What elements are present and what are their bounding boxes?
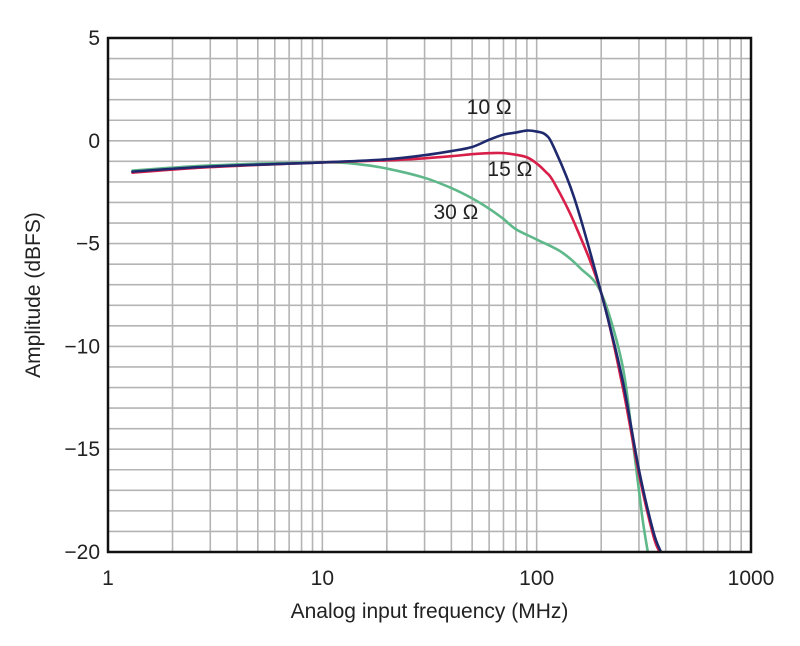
x-tick-label: 1000	[728, 567, 775, 590]
series-label: 15 Ω	[487, 158, 532, 181]
y-tick-label: −5	[76, 233, 100, 256]
x-tick-label: 10	[311, 567, 334, 590]
series-label: 30 Ω	[433, 201, 478, 224]
x-axis-label: Analog input frequency (MHz)	[291, 600, 569, 623]
series-labels: 10 Ω 15 Ω 30 Ω	[433, 96, 532, 224]
series-line	[131, 129, 663, 552]
y-tick-label: −10	[64, 335, 100, 358]
x-tick-label: 1	[102, 567, 114, 590]
grid	[108, 38, 751, 552]
series-lines	[131, 129, 663, 552]
plot-frame	[106, 36, 753, 554]
x-tick-label: 100	[519, 567, 554, 590]
tick-labels: 1 10 100 1000 5 0 −5 −10 −15 −20	[64, 27, 774, 590]
y-tick-label: −15	[64, 438, 100, 461]
y-tick-label: −20	[64, 541, 100, 564]
y-tick-label: 0	[88, 130, 100, 153]
y-tick-label: 5	[88, 27, 100, 50]
series-line	[131, 151, 661, 552]
series-line	[131, 161, 650, 552]
series-label: 10 Ω	[467, 96, 512, 119]
y-axis-label: Amplitude (dBFS)	[22, 212, 45, 378]
